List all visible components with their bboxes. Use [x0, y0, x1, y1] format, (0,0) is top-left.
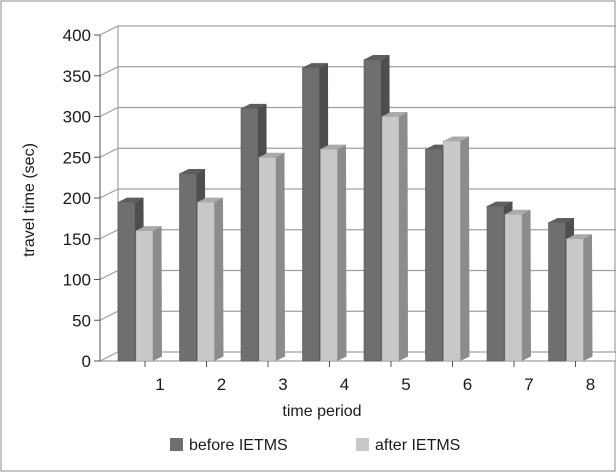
- x-tick-label: 2: [217, 375, 226, 394]
- legend-swatch: [356, 438, 369, 451]
- legend-item: before IETMS: [170, 437, 288, 454]
- y-tick-label: 300: [63, 108, 91, 127]
- bar: [135, 226, 162, 362]
- bar: [443, 136, 470, 362]
- x-tick-label: 5: [401, 375, 410, 394]
- x-axis-label: time period: [282, 403, 361, 420]
- y-tick-label: 150: [63, 230, 91, 249]
- bar: [381, 112, 408, 362]
- legend-label: before IETMS: [189, 437, 288, 454]
- bar: [566, 234, 593, 362]
- y-tick-label: 250: [63, 148, 91, 167]
- x-tick-label: 4: [340, 375, 349, 394]
- bars: [117, 54, 593, 362]
- x-axis-ticks: 1 2 3 4 5 6 7 8: [144, 361, 595, 394]
- bar: [504, 209, 531, 362]
- y-tick-label: 400: [63, 26, 91, 45]
- y-tick-label: 350: [63, 67, 91, 86]
- gridline: [99, 106, 616, 118]
- y-tick-label: 50: [72, 311, 91, 330]
- x-tick-label: 3: [278, 375, 287, 394]
- bar: [197, 197, 224, 362]
- bar: [258, 152, 285, 362]
- bar: [320, 144, 347, 362]
- y-tick-label: 100: [63, 271, 91, 290]
- y-tick-label: 200: [63, 189, 91, 208]
- y-axis-label: travel time (sec): [21, 143, 38, 257]
- gridline: [99, 66, 616, 77]
- legend-item: after IETMS: [356, 437, 460, 454]
- y-axis-ticks: 0 50 100 150 200 250 300 350 400: [63, 26, 101, 371]
- y-tick-label: 0: [82, 352, 91, 371]
- x-tick-label: 7: [524, 375, 533, 394]
- x-tick-label: 6: [463, 375, 472, 394]
- x-tick-label: 8: [586, 375, 595, 394]
- gridline: [99, 25, 616, 36]
- floor: [99, 351, 616, 362]
- legend-label: after IETMS: [375, 437, 460, 454]
- legend: before IETMS after IETMS: [170, 437, 460, 454]
- legend-swatch: [170, 438, 183, 451]
- x-tick-label: 1: [155, 375, 164, 394]
